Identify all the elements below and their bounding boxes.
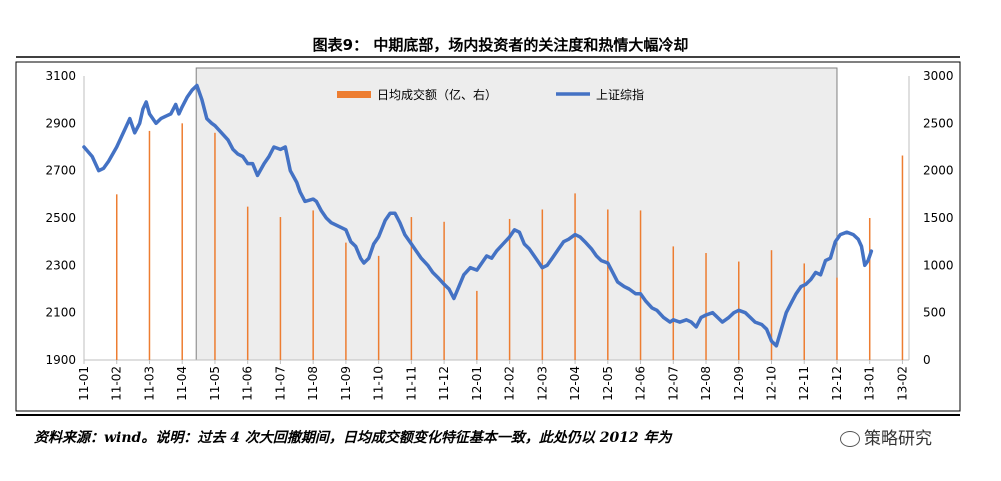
bar bbox=[345, 242, 347, 360]
left-tick-label: 2500 bbox=[45, 211, 76, 225]
bar bbox=[148, 130, 151, 360]
x-tick-label: 12-07 bbox=[666, 366, 680, 401]
x-tick-label: 11-07 bbox=[273, 366, 287, 401]
right-tick-label: 1500 bbox=[923, 211, 954, 225]
bar bbox=[508, 218, 511, 360]
x-tick-label: 12-08 bbox=[699, 366, 713, 401]
bar bbox=[115, 194, 118, 360]
right-tick-label: 0 bbox=[923, 353, 931, 367]
x-tick-label: 11-09 bbox=[339, 366, 353, 401]
x-tick-label: 12-11 bbox=[797, 366, 811, 401]
watermark: 策略研究 bbox=[838, 424, 934, 449]
right-tick-label: 2000 bbox=[923, 164, 954, 178]
left-tick-label: 2100 bbox=[45, 306, 76, 320]
bar-series bbox=[115, 123, 904, 360]
shaded-period-rect bbox=[195, 67, 838, 361]
left-axis-ticks: 1900 2100 2300 2500 2700 2900 3100 bbox=[45, 69, 76, 367]
chart-border bbox=[15, 61, 961, 412]
chart-title: 图表9： 中期底部，场内投资者的关注度和热情大幅冷却 bbox=[312, 36, 689, 54]
right-tick-label: 1000 bbox=[923, 258, 954, 272]
bar bbox=[836, 277, 838, 360]
bar bbox=[901, 155, 904, 360]
x-tick-label: 12-01 bbox=[470, 366, 484, 401]
bar bbox=[607, 209, 609, 360]
left-tick-label: 3100 bbox=[45, 69, 76, 83]
series-line bbox=[82, 83, 874, 348]
x-tick-label: 12-09 bbox=[732, 366, 746, 401]
x-tick-label: 13-02 bbox=[895, 366, 909, 401]
line-series bbox=[82, 83, 874, 348]
right-tick-label: 3000 bbox=[923, 69, 954, 83]
bar bbox=[476, 290, 478, 360]
legend-label-line: 上证综指 bbox=[596, 87, 644, 102]
x-tick-label: 11-03 bbox=[142, 366, 156, 401]
bar bbox=[214, 132, 216, 360]
right-axis-ticks: 0 500 1000 1500 2000 2500 3000 bbox=[923, 69, 954, 367]
x-tick-label: 11-06 bbox=[241, 366, 255, 401]
x-tick-label: 12-02 bbox=[503, 366, 517, 401]
left-tick-label: 2700 bbox=[45, 164, 76, 178]
bar bbox=[672, 246, 675, 360]
x-axis-ticks: 11-01 11-02 11-03 11-04 11-05 11-06 11-07 11-08… bbox=[77, 360, 909, 401]
right-tick-label: 2500 bbox=[923, 116, 954, 130]
bar bbox=[279, 217, 282, 360]
watermark-text: 策略研究 bbox=[864, 429, 932, 449]
x-tick-label: 12-03 bbox=[535, 366, 549, 401]
bar bbox=[312, 210, 314, 360]
left-tick-label: 1900 bbox=[45, 353, 76, 367]
x-tick-label: 12-04 bbox=[568, 366, 582, 401]
bar bbox=[639, 210, 642, 360]
shaded-period bbox=[195, 67, 838, 361]
x-tick-label: 12-10 bbox=[765, 366, 779, 401]
plot-frame bbox=[15, 61, 961, 412]
x-tick-label: 11-08 bbox=[306, 366, 320, 401]
bar bbox=[181, 123, 183, 360]
footnote: 资料来源：wind。说明：过去 4 次大回撤期间，日均成交额变化特征基本一致，此… bbox=[34, 430, 672, 446]
x-tick-label: 13-01 bbox=[863, 366, 877, 401]
x-tick-label: 11-02 bbox=[110, 366, 124, 401]
legend-label-bar: 日均成交额（亿、右） bbox=[377, 87, 497, 102]
x-tick-label: 12-12 bbox=[830, 366, 844, 401]
legend: 日均成交额（亿、右） 上证综指 bbox=[337, 87, 644, 102]
bar bbox=[705, 253, 707, 360]
x-tick-label: 11-12 bbox=[437, 366, 451, 401]
bar bbox=[574, 193, 576, 360]
x-tick-label: 11-04 bbox=[175, 366, 189, 401]
x-tick-label: 11-01 bbox=[77, 366, 91, 401]
bar bbox=[410, 217, 413, 360]
x-tick-label: 12-05 bbox=[601, 366, 615, 401]
x-tick-label: 12-06 bbox=[634, 366, 648, 401]
x-tick-label: 11-05 bbox=[208, 366, 222, 401]
wechat-icon bbox=[840, 431, 860, 447]
bar bbox=[868, 218, 871, 360]
right-tick-label: 500 bbox=[923, 306, 946, 320]
bar bbox=[803, 263, 805, 360]
left-tick-label: 2300 bbox=[45, 258, 76, 272]
x-tick-label: 11-10 bbox=[372, 366, 386, 401]
legend-swatch-bar bbox=[337, 91, 371, 98]
bar bbox=[377, 255, 380, 360]
x-tick-label: 11-11 bbox=[404, 366, 418, 401]
bar bbox=[541, 209, 544, 360]
bar bbox=[443, 221, 445, 360]
bar bbox=[770, 250, 773, 360]
bar bbox=[246, 206, 249, 360]
left-tick-label: 2900 bbox=[45, 116, 76, 130]
